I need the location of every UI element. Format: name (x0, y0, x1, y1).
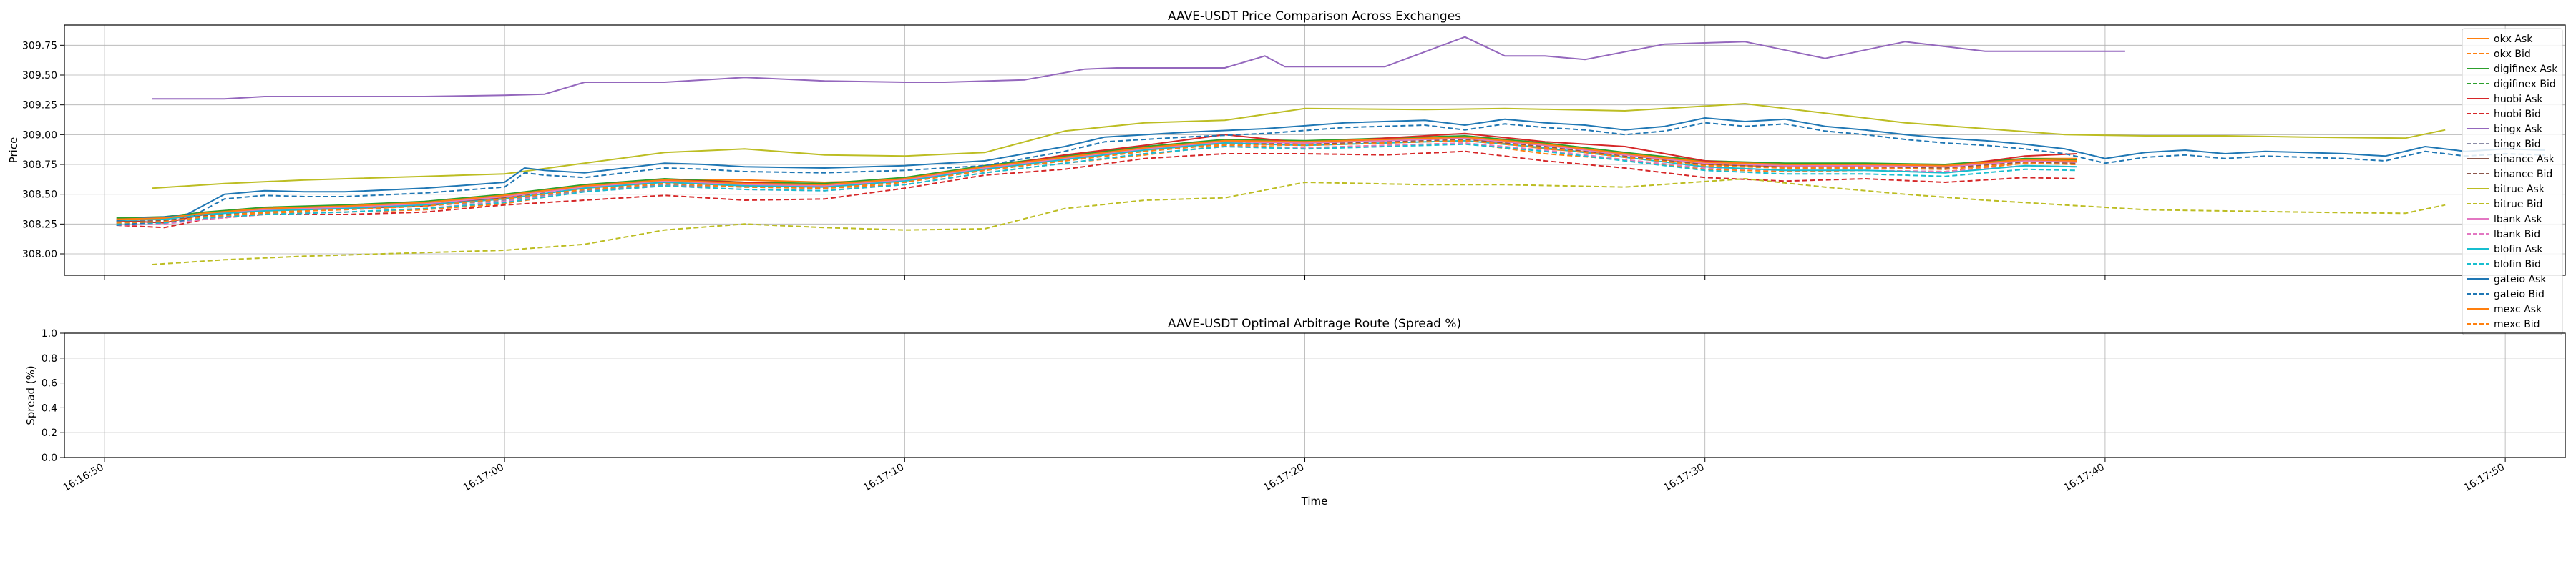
series-line-digifinex-ask (116, 135, 2077, 219)
series-line-lbank-ask (116, 137, 2077, 222)
spread-chart-ytick-label-0: 0.0 (42, 453, 57, 464)
series-line-bitrue-bid (152, 178, 2446, 265)
price-chart: AAVE-USDT Price Comparison Across Exchan… (7, 9, 2566, 335)
price-chart-ytick-label-3: 308.75 (22, 159, 57, 171)
series-line-bitrue-ask (152, 103, 2446, 189)
price-chart-frame (64, 24, 2566, 276)
series-line-mexc-ask (116, 136, 2077, 220)
legend-label-bingx-ask: bingx Ask (2494, 124, 2543, 135)
legend-label-bitrue-ask: bitrue Ask (2494, 184, 2545, 195)
legend-label-gateio-ask: gateio Ask (2494, 274, 2547, 285)
legend-box (2462, 28, 2563, 335)
legend-label-gateio-bid: gateio Bid (2494, 289, 2545, 300)
price-chart-grid (64, 25, 2565, 275)
legend-label-bitrue-bid: bitrue Bid (2494, 199, 2542, 210)
spread-chart-title: AAVE-USDT Optimal Arbitrage Route (Sprea… (1168, 317, 1461, 331)
legend-label-huobi-bid: huobi Bid (2494, 109, 2541, 120)
price-chart-ytick-label-7: 309.75 (22, 40, 57, 51)
legend-label-lbank-ask: lbank Ask (2494, 214, 2543, 225)
legend-label-lbank-bid: lbank Bid (2494, 229, 2540, 240)
legend-label-okx-ask: okx Ask (2494, 34, 2533, 45)
price-chart-x-ticks (104, 275, 2506, 280)
series-line-huobi-bid (116, 150, 2077, 229)
series-line-gateio-ask (116, 117, 2546, 222)
spread-chart-ytick-label-2: 0.4 (42, 403, 57, 414)
spread-chart-ytick-label-4: 0.8 (42, 353, 57, 365)
legend-label-binance-ask: binance Ask (2494, 154, 2555, 165)
series-line-blofin-bid (116, 143, 2077, 225)
price-chart-legend: okx Ask okx Bid digifinex Ask digifinex Bid… (2462, 28, 2563, 335)
price-chart-title: AAVE-USDT Price Comparison Across Exchan… (1168, 9, 1461, 24)
price-chart-y-label: Price (7, 137, 20, 164)
price-chart-ytick-label-0: 308.00 (22, 249, 57, 260)
spread-chart-ytick-label-1: 0.2 (42, 428, 57, 439)
price-chart-ytick-label-5: 309.25 (22, 100, 57, 112)
legend-label-mexc-ask: mexc Ask (2494, 304, 2542, 315)
legend-label-blofin-ask: blofin Ask (2494, 244, 2543, 255)
price-chart-ytick-label-4: 309.00 (22, 129, 57, 141)
legend-label-blofin-bid: blofin Bid (2494, 259, 2541, 270)
spread-chart-x-label: Time (1301, 495, 1328, 508)
legend-label-okx-bid: okx Bid (2494, 49, 2531, 60)
price-chart-ytick-label-2: 308.50 (22, 189, 57, 201)
price-chart-ytick-label-1: 308.25 (22, 219, 57, 230)
series-line-mexc-bid (116, 139, 2077, 224)
series-line-bingx-ask (152, 36, 2125, 100)
price-chart-series (116, 36, 2546, 265)
price-chart-ytick-label-6: 309.50 (22, 70, 57, 82)
price-chart-y-ticks: 308.00 308.25 308.50 308.75 309.00 309.25 309.… (22, 40, 64, 260)
legend-label-digifinex-ask: digifinex Ask (2494, 64, 2558, 75)
spread-chart-y-label: Spread (%) (24, 365, 37, 425)
legend-label-digifinex-bid: digifinex Bid (2494, 79, 2556, 90)
legend-label-bingx-bid: bingx Bid (2494, 139, 2541, 150)
legend-label-binance-bid: binance Bid (2494, 169, 2552, 180)
spread-chart-frame (64, 332, 2566, 458)
spread-chart-ytick-label-5: 1.0 (42, 328, 57, 340)
legend-label-mexc-bid: mexc Bid (2494, 319, 2540, 330)
legend-label-huobi-ask: huobi Ask (2494, 94, 2543, 105)
series-line-blofin-ask (116, 139, 2077, 222)
spread-chart-y-ticks: 0.0 0.2 0.4 0.6 0.8 1.0 (42, 328, 64, 464)
spread-chart-ytick-label-3: 0.6 (42, 378, 57, 390)
